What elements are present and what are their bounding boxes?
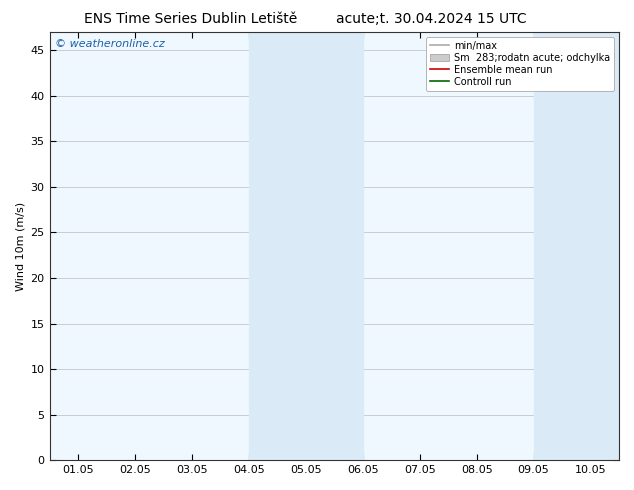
Y-axis label: Wind 10m (m/s): Wind 10m (m/s) — [15, 201, 25, 291]
Text: acute;t. 30.04.2024 15 UTC: acute;t. 30.04.2024 15 UTC — [336, 12, 526, 26]
Text: © weatheronline.cz: © weatheronline.cz — [55, 39, 165, 49]
Legend: min/max, Sm  283;rodatn acute; odchylka, Ensemble mean run, Controll run: min/max, Sm 283;rodatn acute; odchylka, … — [426, 37, 614, 91]
Bar — [249, 32, 363, 460]
Text: ENS Time Series Dublin Letiště: ENS Time Series Dublin Letiště — [84, 12, 297, 26]
Bar — [534, 32, 619, 460]
